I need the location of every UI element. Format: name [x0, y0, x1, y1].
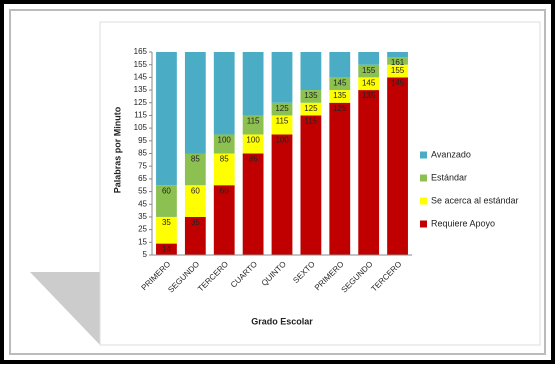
bar-segment: [271, 134, 293, 255]
bar-segment: [156, 185, 177, 217]
data-label: 60: [162, 186, 171, 195]
bar-segment: [358, 52, 380, 65]
bar-segment: [329, 77, 351, 91]
legend-label: Se acerca al estándar: [431, 195, 519, 205]
data-label: 145: [333, 78, 347, 87]
bar-segment: [213, 52, 235, 135]
y-tick-label: 145: [134, 72, 148, 81]
legend-label: Estándar: [431, 172, 467, 182]
data-label: 100: [246, 136, 260, 145]
legend-label: Avanzado: [431, 149, 471, 159]
y-tick-label: 25: [138, 225, 147, 234]
data-label: 60: [191, 186, 200, 195]
data-label: 100: [275, 136, 289, 145]
bar-segment: [387, 52, 408, 58]
bar-segment: [358, 64, 380, 78]
bar-segment: [300, 102, 322, 116]
legend-swatch: [420, 197, 427, 205]
y-tick-label: 125: [134, 98, 148, 107]
y-tick-label: 105: [134, 123, 148, 132]
bar-segment: [387, 77, 408, 255]
bar-segment: [184, 216, 206, 255]
data-label: 35: [162, 218, 171, 227]
y-tick-label: 45: [138, 199, 147, 208]
bar-segment: [213, 185, 235, 255]
inner-border: [9, 9, 546, 355]
y-tick-label: 155: [134, 60, 148, 69]
bar-segment: [156, 216, 177, 244]
legend-label: Requiere Apoyo: [431, 218, 495, 228]
x-axis-title: Grado Escolar: [251, 316, 313, 326]
y-tick-label: 135: [134, 85, 148, 94]
bar-segment: [271, 52, 293, 103]
bar-segment: [242, 153, 264, 255]
y-tick-label: 165: [134, 47, 148, 56]
data-label: 85: [191, 155, 200, 164]
data-label: 85: [220, 155, 229, 164]
shadow: [30, 272, 100, 345]
bar-segment: [300, 115, 322, 255]
bar-segment: [156, 243, 177, 255]
data-label: 155: [391, 66, 405, 75]
y-tick-label: 85: [138, 149, 147, 158]
data-label: 14: [162, 245, 171, 254]
bar-segment: [242, 115, 264, 135]
bar-segment: [387, 64, 408, 78]
data-label: 155: [362, 66, 376, 75]
data-label: 125: [275, 104, 289, 113]
data-label: 145: [362, 78, 376, 87]
bar-segment: [184, 185, 206, 217]
bar-segment: [271, 115, 293, 135]
bar-segment: [184, 52, 206, 154]
data-label: 135: [362, 91, 376, 100]
bar-segment: [329, 102, 351, 255]
bar-segment: [300, 52, 322, 91]
bar-segment: [242, 134, 264, 154]
data-label: 115: [247, 117, 260, 126]
legend-swatch: [420, 220, 427, 228]
bar-segment: [156, 52, 177, 186]
data-label: 135: [304, 91, 318, 100]
bar-segment: [184, 153, 206, 186]
bar-segment: [213, 134, 235, 154]
data-label: 115: [305, 117, 318, 126]
bar-segment: [300, 90, 322, 103]
y-tick-label: 55: [138, 187, 147, 196]
bar-segment: [213, 153, 235, 186]
data-label: 125: [333, 104, 347, 113]
y-tick-label: 65: [138, 174, 147, 183]
data-label: 161: [391, 58, 405, 67]
bar-segment: [387, 57, 408, 65]
y-tick-label: 15: [138, 237, 147, 246]
data-label: 125: [304, 104, 318, 113]
y-axis-title: Palabras por Minuto: [112, 106, 122, 193]
data-label: 135: [333, 91, 347, 100]
y-tick-label: 5: [143, 250, 148, 259]
bar-segment: [329, 52, 351, 78]
bar-segment: [242, 52, 264, 116]
data-label: 35: [191, 218, 200, 227]
bar-segment: [358, 77, 380, 91]
legend-swatch: [420, 174, 427, 182]
data-label: 145: [391, 78, 405, 87]
y-tick-label: 35: [138, 212, 147, 221]
bar-segment: [329, 90, 351, 103]
bar-segment: [358, 90, 380, 255]
data-label: 60: [220, 186, 229, 195]
bar-segment: [271, 102, 293, 116]
data-label: 115: [276, 117, 289, 126]
data-label: 100: [218, 136, 232, 145]
y-tick-label: 75: [138, 161, 147, 170]
data-label: 85: [249, 155, 258, 164]
y-tick-label: 95: [138, 136, 147, 145]
legend-swatch: [420, 151, 427, 159]
y-tick-label: 115: [134, 111, 147, 120]
